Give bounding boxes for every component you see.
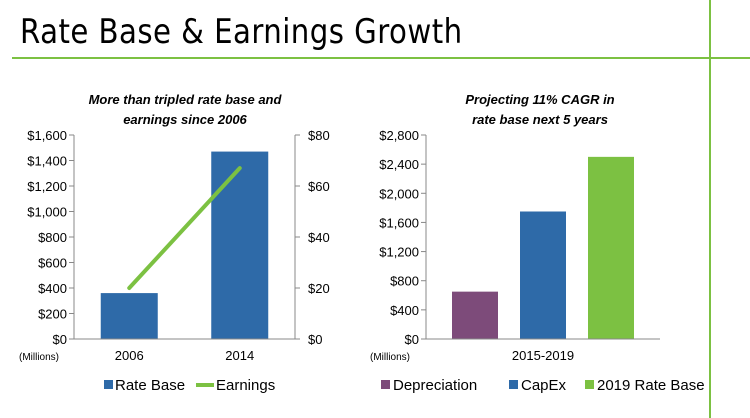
chart2-x-tick-label: 2015-2019 xyxy=(512,348,574,363)
chart1-y-tick-label: $800 xyxy=(38,230,67,245)
chart2-bar-2019-rate-base xyxy=(588,156,634,339)
chart1-bar-rate-base xyxy=(211,151,269,339)
chart1-y-tick-label: $200 xyxy=(38,307,67,322)
chart1-y-tick-label: $1,400 xyxy=(27,154,67,169)
page-title: Rate Base & Earnings Growth xyxy=(20,12,463,52)
chart1-y-tick-label: $1,600 xyxy=(27,128,67,143)
chart1-y2-tick-label: $40 xyxy=(308,230,330,245)
chart1-y2-tick-label: $80 xyxy=(308,128,330,143)
legend-label-capex: CapEx xyxy=(521,377,567,394)
chart1-y-tick-label: $0 xyxy=(53,332,67,347)
chart1-x-tick-label: 2006 xyxy=(115,348,144,363)
chart1-title: More than tripled rate base and earnings… xyxy=(55,90,315,130)
chart1-y-tick-label: $400 xyxy=(38,281,67,296)
chart1-units-label: (Millions) xyxy=(19,352,59,363)
chart2-y-tick-label: $2,800 xyxy=(379,128,419,143)
chart2-title: Projecting 11% CAGR in rate base next 5 … xyxy=(420,90,660,130)
legend-label-depreciation: Depreciation xyxy=(393,377,477,394)
legend-label-rate-base: Rate Base xyxy=(115,377,185,394)
chart2-title-line-2: rate base next 5 years xyxy=(472,112,608,127)
chart1-line-earnings xyxy=(127,166,242,290)
chart2-y-tick-label: $1,600 xyxy=(379,215,419,230)
right-divider xyxy=(709,0,711,418)
chart1-y-tick-label: $1,200 xyxy=(27,179,67,194)
chart1-y2-tick-label: $0 xyxy=(308,332,322,347)
legend-swatch-2019-rate-base xyxy=(585,380,594,389)
chart2-units-label: (Millions) xyxy=(370,352,410,363)
chart1-title-line-2: earnings since 2006 xyxy=(123,112,247,127)
chart1-bar-rate-base xyxy=(100,293,158,339)
chart1-y2-tick-label: $20 xyxy=(308,281,330,296)
legend-swatch-depreciation xyxy=(381,380,390,389)
chart1-title-line-1: More than tripled rate base and xyxy=(88,92,282,107)
chart2-y-tick-label: $0 xyxy=(405,332,419,347)
legend-swatch-rate-base xyxy=(104,380,113,389)
chart2-y-tick-label: $1,200 xyxy=(379,245,419,260)
chart2-title-line-1: Projecting 11% CAGR in xyxy=(465,92,615,107)
chart2-y-tick-label: $800 xyxy=(390,274,419,289)
legend-swatch-capex xyxy=(509,380,518,389)
chart2-bar-depreciation xyxy=(452,291,498,339)
chart2-bar-capex xyxy=(520,211,566,339)
legend-label-earnings: Earnings xyxy=(216,377,275,394)
chart1-y-tick-label: $600 xyxy=(38,256,67,271)
legend-label-2019-rate-base: 2019 Rate Base xyxy=(597,377,705,394)
chart1-x-tick-label: 2014 xyxy=(225,348,254,363)
chart1-y-tick-label: $1,000 xyxy=(27,205,67,220)
chart2-y-tick-label: $2,000 xyxy=(379,186,419,201)
chart1-y2-tick-label: $60 xyxy=(308,179,330,194)
chart2-y-tick-label: $400 xyxy=(390,303,419,318)
title-underline xyxy=(12,57,750,59)
chart2-y-tick-label: $2,400 xyxy=(379,157,419,172)
